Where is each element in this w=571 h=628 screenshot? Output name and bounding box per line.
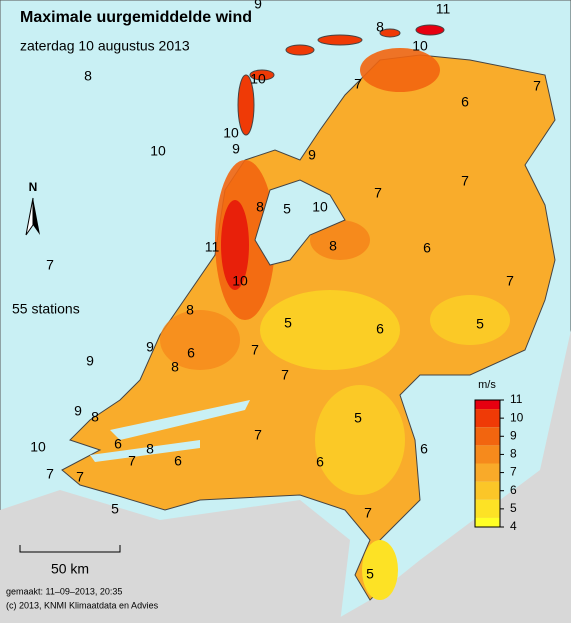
contour-label: 8	[256, 199, 264, 215]
contour-label: 7	[374, 185, 382, 201]
contour-label: 7	[251, 342, 259, 358]
legend-tick-label: 6	[510, 483, 517, 497]
contour-label: 7	[506, 273, 514, 289]
contour-label: 10	[223, 125, 239, 141]
contour-label: 7	[128, 453, 136, 469]
north-label: N	[29, 180, 38, 194]
contour-label: 10	[412, 38, 428, 54]
zone	[160, 310, 240, 370]
contour-label: 8	[84, 68, 92, 84]
contour-label: 7	[46, 466, 54, 482]
contour-label: 9	[86, 353, 94, 369]
contour-label: 7	[354, 76, 362, 92]
zone	[360, 48, 440, 92]
stations: 55 stations	[12, 301, 80, 317]
contour-label: 5	[354, 410, 362, 426]
zone	[362, 540, 398, 600]
contour-label: 7	[364, 505, 372, 521]
island	[415, 24, 445, 36]
contour-label: 11	[205, 239, 220, 255]
island	[285, 44, 315, 56]
legend-unit: m/s	[478, 379, 496, 391]
island	[317, 34, 363, 46]
contour-label: 10	[30, 439, 46, 455]
contour-label: 8	[329, 238, 337, 254]
contour-label: 5	[476, 316, 484, 332]
contour-label: 9	[308, 147, 316, 163]
contour-label: 7	[76, 469, 84, 485]
scale-label: 50 km	[51, 561, 89, 577]
contour-label: 8	[171, 359, 179, 375]
contour-label: 10	[232, 273, 248, 289]
island	[249, 69, 275, 81]
title: Maximale uurgemiddelde wind	[20, 9, 252, 26]
legend-tick-label: 7	[510, 465, 517, 479]
legend-swatch	[475, 427, 500, 446]
contour-label: 6	[420, 441, 428, 457]
legend-tick-label: 4	[510, 519, 517, 533]
contour-label: 9	[254, 0, 262, 12]
zone	[221, 200, 249, 290]
legend-tick-label: 8	[510, 447, 517, 461]
legend-swatch	[475, 499, 500, 518]
legend-swatch	[475, 445, 500, 464]
contour-label: 8	[376, 19, 384, 35]
contour-label: 7	[281, 367, 289, 383]
legend-tick-label: 11	[510, 392, 523, 406]
north-arrow	[33, 198, 40, 235]
contour-label: 10	[312, 199, 328, 215]
contour-label: 8	[186, 302, 194, 318]
legend-frame	[474, 399, 501, 528]
contour-label: 7	[46, 257, 54, 273]
copyright: (c) 2013, KNMI Klimaatdata en Advies	[6, 600, 159, 610]
contour-label: 6	[423, 240, 431, 256]
contour-label: 8	[91, 409, 99, 425]
contour-label: 9	[74, 403, 82, 419]
legend-swatch	[475, 400, 500, 410]
zone	[260, 290, 400, 370]
legend-tick-label: 10	[510, 410, 524, 424]
legend-swatch	[475, 409, 500, 428]
legend-swatch	[475, 463, 500, 482]
zone	[310, 220, 370, 260]
legend-swatch	[475, 481, 500, 500]
made: gemaakt: 11–09–2013, 20:35	[6, 586, 122, 596]
island	[379, 28, 401, 38]
island	[237, 74, 255, 136]
contour-label: 6	[316, 454, 324, 470]
contour-label: 5	[283, 201, 291, 217]
contour-label: 10	[150, 143, 166, 159]
contour-label: 9	[146, 339, 154, 355]
contour-label: 6	[174, 453, 182, 469]
contour-label: 7	[461, 173, 469, 189]
zone	[430, 295, 510, 345]
contour-label: 6	[461, 94, 469, 110]
contour-label: 5	[366, 566, 374, 582]
contour-label: 7	[533, 78, 541, 94]
scale-bar	[19, 545, 121, 553]
contour-label: 6	[114, 436, 122, 452]
legend-swatch	[475, 517, 500, 527]
contour-label: 6	[376, 321, 384, 337]
contour-label: 9	[232, 141, 240, 157]
contour-label: 8	[146, 441, 154, 457]
contour-label: 6	[187, 345, 195, 361]
contour-label: 5	[284, 315, 292, 331]
contour-label: 10	[250, 71, 266, 87]
legend: 11 10 9 8 7 6 5 4	[474, 392, 524, 533]
legend-tick-label: 5	[510, 501, 517, 515]
zone	[315, 385, 405, 495]
legend-tick-label: 9	[510, 428, 517, 442]
subtitle: zaterdag 10 augustus 2013	[20, 38, 190, 54]
contour-label: 5	[111, 501, 119, 517]
contour-label: 11	[436, 1, 451, 17]
belgium	[0, 490, 350, 623]
germany	[330, 0, 571, 623]
ijsselmeer	[254, 179, 346, 266]
estuary	[90, 400, 250, 462]
contour-label: 7	[254, 427, 262, 443]
